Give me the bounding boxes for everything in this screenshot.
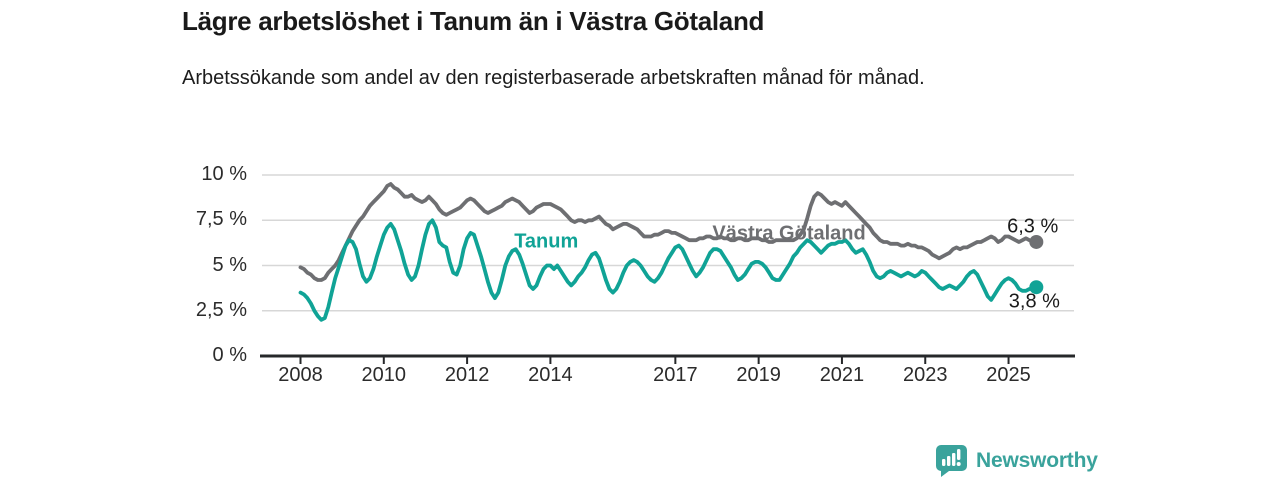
chart-title: Lägre arbetslöshet i Tanum än i Västra G…	[182, 6, 765, 36]
newsworthy-logo-icon	[936, 445, 967, 477]
series-label-vastra-gotaland: Västra Götaland	[712, 222, 866, 245]
y-axis-label: 5 %	[212, 253, 247, 276]
x-axis-label: 2012	[444, 364, 490, 386]
x-axis-label: 2014	[528, 364, 573, 386]
x-axis-label: 2019	[736, 364, 781, 386]
series-end-dot	[1029, 280, 1044, 295]
chart-subtitle: Arbetssökande som andel av den registerb…	[182, 67, 925, 89]
x-axis-label: 2010	[361, 364, 407, 386]
series-line-tanum	[298, 218, 1039, 322]
y-axis-label: 10 %	[201, 163, 247, 185]
x-axis-label: 2008	[278, 364, 323, 386]
newsworthy-logo-text: Newsworthy	[976, 449, 1098, 472]
series-end-dot	[1029, 234, 1044, 249]
x-axis-label: 2025	[986, 364, 1031, 386]
x-axis-label: 2017	[653, 364, 698, 386]
y-axis-label: 7,5 %	[195, 208, 247, 231]
y-axis-label: 2,5 %	[195, 298, 247, 321]
newsworthy-logo: Newsworthy	[935, 444, 1098, 478]
x-axis-label: 2021	[819, 364, 865, 386]
x-axis-label: 2023	[903, 364, 948, 386]
series-label-tanum: Tanum	[514, 230, 579, 253]
end-value-label-tanum: 3,8 %	[1008, 290, 1060, 313]
series-line-v-stra-g-taland	[298, 182, 1039, 282]
end-value-label-vastra-gotaland: 6,3 %	[1007, 215, 1059, 238]
y-axis-label: 0 %	[212, 344, 247, 366]
